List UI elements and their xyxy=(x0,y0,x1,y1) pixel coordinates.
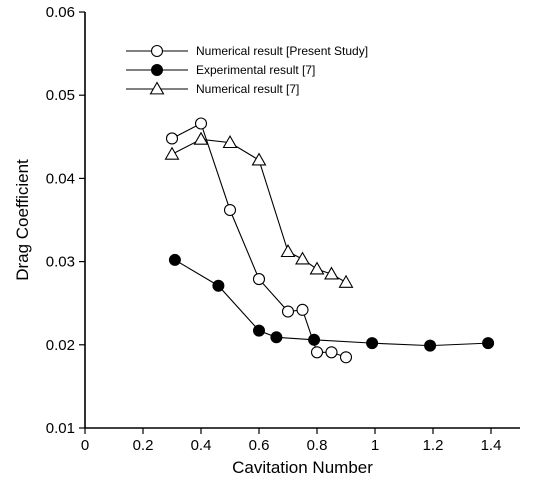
x-tick-label: 0.4 xyxy=(191,437,212,454)
y-tick-label: 0.02 xyxy=(46,337,75,354)
data-point-series-1 xyxy=(339,351,353,364)
data-point-series-3 xyxy=(338,274,354,288)
series-markers xyxy=(164,117,495,364)
data-point-series-3 xyxy=(222,135,238,149)
data-point-series-2 xyxy=(270,331,283,344)
data-point-series-1 xyxy=(252,273,266,286)
data-point-series-3 xyxy=(193,131,209,145)
legend: Numerical result [Present Study] Experime… xyxy=(126,44,368,96)
series-lines xyxy=(171,122,489,358)
data-point-series-3 xyxy=(295,251,310,265)
x-tick-label: 1 xyxy=(371,437,379,454)
data-point-series-1 xyxy=(325,346,338,359)
y-tick-label: 0.05 xyxy=(46,87,75,104)
series-line-2 xyxy=(174,259,489,347)
x-tick-label: 0.6 xyxy=(249,437,270,454)
data-point-series-1 xyxy=(281,305,295,318)
data-point-series-2 xyxy=(168,253,181,266)
y-tick-label: 0.03 xyxy=(46,254,75,271)
data-point-series-2 xyxy=(253,324,265,337)
x-axis-title: Cavitation Number xyxy=(232,458,373,477)
legend-label-3: Numerical result [7] xyxy=(196,82,299,96)
data-point-series-1 xyxy=(296,303,309,316)
axes xyxy=(84,12,520,429)
data-point-series-2 xyxy=(308,333,321,346)
data-point-series-2 xyxy=(366,337,379,350)
data-point-series-2 xyxy=(212,279,225,292)
data-point-series-1 xyxy=(194,117,208,130)
y-tick-label: 0.06 xyxy=(46,4,75,21)
data-point-series-3 xyxy=(309,261,325,275)
data-point-series-2 xyxy=(482,337,495,350)
data-point-series-3 xyxy=(324,266,339,280)
ticks: 0 0.2 0.4 0.6 0.8 1 1.2 1.4 0.01 0.02 0.03 0.04 0.05… xyxy=(46,4,502,454)
data-point-series-3 xyxy=(251,152,267,166)
legend-marker-1 xyxy=(150,44,164,58)
legend-marker-3 xyxy=(149,81,165,95)
x-tick-label: 1.2 xyxy=(423,437,444,454)
legend-marker-2 xyxy=(151,64,163,76)
x-tick-label: 0.8 xyxy=(307,437,328,454)
y-axis-title: Drag Coefficient xyxy=(13,159,32,281)
legend-label-2: Experimental result [7] xyxy=(196,63,315,77)
data-point-series-2 xyxy=(424,339,437,352)
data-point-series-1 xyxy=(310,346,324,359)
data-point-series-3 xyxy=(164,146,180,160)
data-point-series-3 xyxy=(280,244,296,258)
legend-label-1: Numerical result [Present Study] xyxy=(196,44,368,58)
y-tick-label: 0.01 xyxy=(46,420,75,437)
x-tick-label: 1.4 xyxy=(481,437,502,454)
data-point-series-1 xyxy=(223,203,237,217)
data-point-series-1 xyxy=(165,132,179,145)
x-tick-label: 0 xyxy=(81,437,89,454)
y-tick-label: 0.04 xyxy=(46,170,75,187)
x-tick-label: 0.2 xyxy=(133,437,154,454)
